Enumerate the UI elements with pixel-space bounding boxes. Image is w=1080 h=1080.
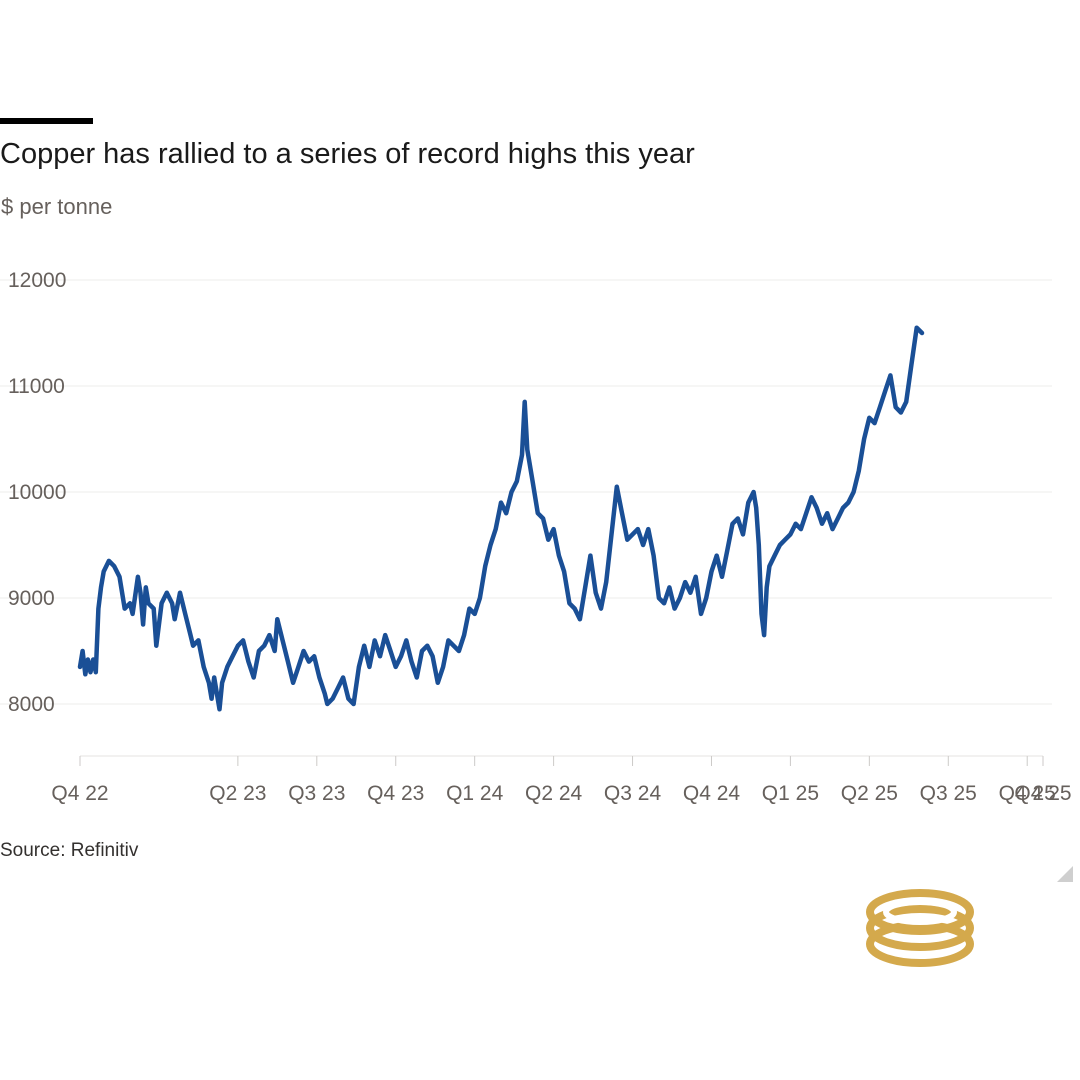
expand-corner-icon[interactable] — [1057, 866, 1073, 882]
series-line-0 — [77, 325, 925, 712]
title-rule — [0, 118, 93, 124]
y-axis: 8000 9000 10000 11000 12000 — [8, 269, 66, 716]
xtick-label-11: Q4 25 — [999, 782, 1056, 805]
ytick-label-4: 12000 — [8, 269, 66, 292]
coil-ring-gap — [883, 899, 957, 925]
xtick-label-7: Q4 24 — [683, 782, 741, 805]
xtick-label-3: Q4 23 — [367, 782, 424, 805]
ytick-label-2: 10000 — [8, 481, 66, 504]
chart-title: Copper has rallied to a series of record… — [0, 138, 695, 170]
series-layer — [77, 325, 925, 712]
grid-layer — [0, 279, 1052, 705]
x-axis: Q4 22 Q2 23 Q3 23 Q4 23 Q1 24 Q2 24 Q3 24 Q4 24… — [51, 755, 1072, 805]
xtick-label-1: Q2 23 — [209, 782, 266, 805]
ytick-label-1: 9000 — [8, 587, 55, 610]
copper-coil-logo-icon — [866, 889, 974, 967]
chart-subtitle: $ per tonne — [1, 194, 113, 219]
xtick-label-4: Q1 24 — [446, 782, 504, 805]
xtick-label-8: Q1 25 — [762, 782, 819, 805]
xtick-label-9: Q2 25 — [841, 782, 898, 805]
ytick-label-3: 11000 — [8, 375, 65, 398]
ytick-label-0: 8000 — [8, 693, 55, 716]
xtick-label-5: Q2 24 — [525, 782, 583, 805]
coil-ring-middle — [866, 905, 974, 951]
xtick-label-10: Q3 25 — [920, 782, 977, 805]
coil-ring-top — [866, 889, 974, 935]
source-note: Source: Refinitiv — [0, 840, 139, 861]
xtick-label-12: Q4 25 — [1014, 782, 1071, 805]
xtick-label-2: Q3 23 — [288, 782, 345, 805]
xtick-label-6: Q3 24 — [604, 782, 662, 805]
xtick-label-0: Q4 22 — [51, 782, 108, 805]
